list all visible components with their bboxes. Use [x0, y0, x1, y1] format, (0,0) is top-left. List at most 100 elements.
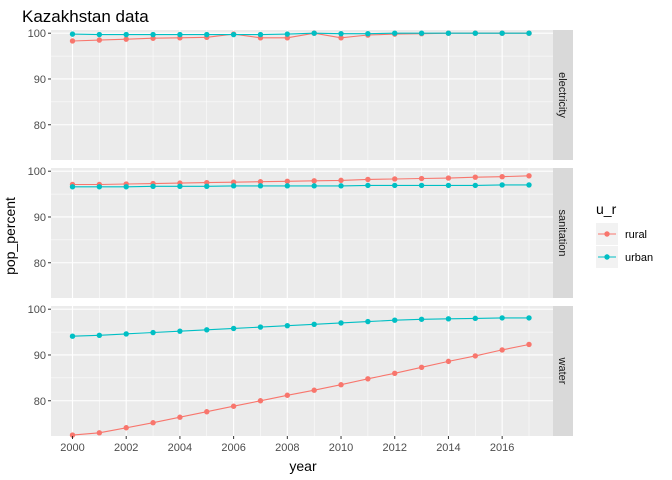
facet-strip — [553, 168, 573, 298]
facet-strip — [553, 30, 573, 160]
data-point-urban — [526, 182, 532, 188]
data-point-rural — [69, 432, 76, 438]
panel-water: 80 90 100 water — [28, 304, 573, 438]
data-point-urban — [284, 183, 291, 189]
data-point-urban — [472, 182, 478, 189]
data-point-urban — [499, 182, 505, 188]
y-tick-label: 80 — [34, 120, 46, 132]
data-point-urban — [392, 182, 398, 189]
data-point-urban — [177, 183, 183, 190]
data-point-rural — [96, 430, 103, 436]
data-point-urban — [230, 31, 237, 38]
data-point-rural — [445, 358, 452, 365]
data-point-urban — [338, 320, 344, 326]
facet-strip-label: electricity — [556, 72, 568, 118]
series-line-urban — [72, 32, 529, 36]
x-axis-title: year — [289, 458, 317, 474]
data-point-rural — [284, 178, 291, 184]
data-point-urban — [445, 182, 452, 189]
data-point-rural — [472, 174, 478, 180]
legend-title: u_r — [596, 201, 617, 217]
data-point-rural — [311, 178, 317, 184]
data-point-urban — [204, 327, 210, 333]
y-tick-label: 90 — [34, 74, 46, 86]
data-point-urban — [123, 331, 129, 337]
facet-strip-label: water — [556, 357, 568, 385]
y-tick-label: 90 — [34, 350, 46, 362]
data-point-urban — [204, 183, 210, 190]
data-point-urban — [150, 329, 156, 336]
x-axis: 2000 2002 2004 2006 2008 2010 2012 2014 2016 — [60, 436, 514, 454]
data-point-urban — [445, 316, 452, 322]
data-point-urban — [257, 324, 264, 330]
data-point-urban — [96, 184, 103, 190]
data-point-urban — [472, 30, 478, 36]
data-point-rural — [418, 364, 425, 371]
series-line-urban — [72, 184, 529, 188]
series-line-urban — [72, 317, 529, 337]
panel-background — [51, 30, 553, 160]
data-point-urban — [96, 332, 103, 338]
data-point-rural — [499, 173, 505, 180]
legend-key-point-urban — [604, 254, 610, 260]
data-point-urban — [257, 31, 264, 38]
data-point-rural — [123, 36, 129, 42]
data-point-rural — [392, 176, 398, 182]
legend-label-rural: rural — [625, 229, 647, 241]
y-tick-label: 90 — [34, 212, 46, 224]
data-point-urban — [418, 30, 425, 36]
data-point-urban — [526, 315, 532, 321]
x-tick-label: 2010 — [329, 442, 353, 454]
data-point-urban — [365, 318, 371, 325]
data-point-rural — [526, 173, 532, 179]
series-line-rural — [72, 175, 530, 186]
data-point-rural — [499, 347, 505, 353]
data-point-urban — [311, 183, 317, 189]
panel-background — [51, 168, 553, 298]
legend-key-point-rural — [604, 231, 610, 237]
data-point-urban — [123, 31, 129, 38]
data-point-rural — [69, 38, 76, 44]
y-tick-label: 80 — [34, 396, 46, 408]
x-tick-label: 2004 — [168, 442, 192, 454]
data-point-urban — [499, 30, 505, 36]
facet-strip — [553, 306, 573, 436]
data-point-urban — [69, 333, 76, 339]
data-point-urban — [418, 182, 425, 189]
data-point-urban — [526, 30, 532, 36]
panel-electricity: 80 90 100 electricity — [28, 28, 573, 160]
data-point-urban — [177, 31, 183, 38]
data-point-urban — [150, 183, 156, 190]
x-tick-label: 2008 — [275, 442, 299, 454]
x-tick-label: 2016 — [490, 442, 514, 454]
data-point-urban — [204, 31, 210, 38]
data-point-rural — [392, 370, 398, 376]
data-point-urban — [230, 325, 237, 332]
chart-title: Kazakhstan data — [22, 7, 149, 26]
data-point-rural — [365, 176, 371, 183]
data-point-rural — [338, 382, 344, 388]
data-point-urban — [472, 315, 478, 322]
data-point-rural — [526, 341, 532, 348]
data-point-urban — [96, 31, 103, 38]
data-point-urban — [338, 30, 344, 37]
y-tick-label: 100 — [28, 304, 46, 316]
panel-sanitation: 80 90 100 sanitation — [28, 166, 573, 298]
data-point-urban — [445, 30, 452, 36]
data-point-urban — [177, 328, 183, 334]
data-point-urban — [150, 31, 156, 38]
data-point-rural — [365, 376, 371, 382]
y-axis-title: pop_percent — [2, 197, 18, 275]
data-point-rural — [445, 175, 452, 181]
data-point-rural — [123, 425, 129, 431]
panel-background — [51, 306, 553, 436]
data-point-rural — [284, 392, 291, 398]
data-point-urban — [123, 184, 129, 190]
x-tick-label: 2002 — [114, 442, 138, 454]
data-point-urban — [284, 322, 291, 329]
data-point-urban — [69, 31, 76, 37]
data-point-rural — [204, 409, 210, 415]
data-point-urban — [338, 183, 344, 189]
data-point-rural — [177, 414, 183, 420]
